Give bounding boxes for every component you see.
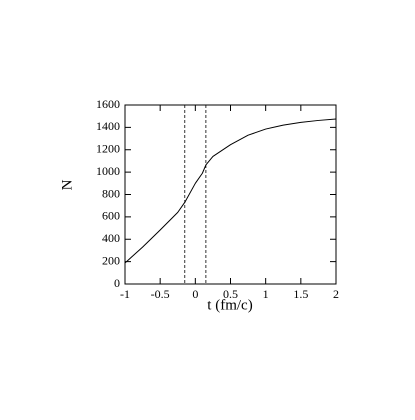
plot-frame: [124, 104, 337, 285]
x-tick-label: 2: [333, 287, 339, 301]
x-tick-label: 0.5: [223, 287, 238, 301]
x-tick-label: 1.5: [293, 287, 308, 301]
y-tick-label: 200: [102, 253, 120, 267]
y-tick-label: 1600: [96, 97, 120, 111]
y-tick-label: 400: [102, 231, 120, 245]
x-tick-label: -1: [120, 287, 130, 301]
x-tick-label: 0: [192, 287, 198, 301]
y-tick-label: 1000: [96, 164, 120, 178]
y-tick-label: 800: [102, 186, 120, 200]
x-axis-label: t (fm/c): [207, 297, 252, 313]
y-tick-label: 0: [114, 276, 120, 290]
y-tick-label: 1200: [96, 142, 120, 156]
x-tick-label: 1: [263, 287, 269, 301]
y-tick-label: 1400: [96, 119, 120, 133]
y-axis-label: N: [59, 179, 75, 190]
x-tick-label: -0.5: [151, 287, 170, 301]
y-tick-label: 600: [102, 209, 120, 223]
data-line: [124, 118, 337, 264]
